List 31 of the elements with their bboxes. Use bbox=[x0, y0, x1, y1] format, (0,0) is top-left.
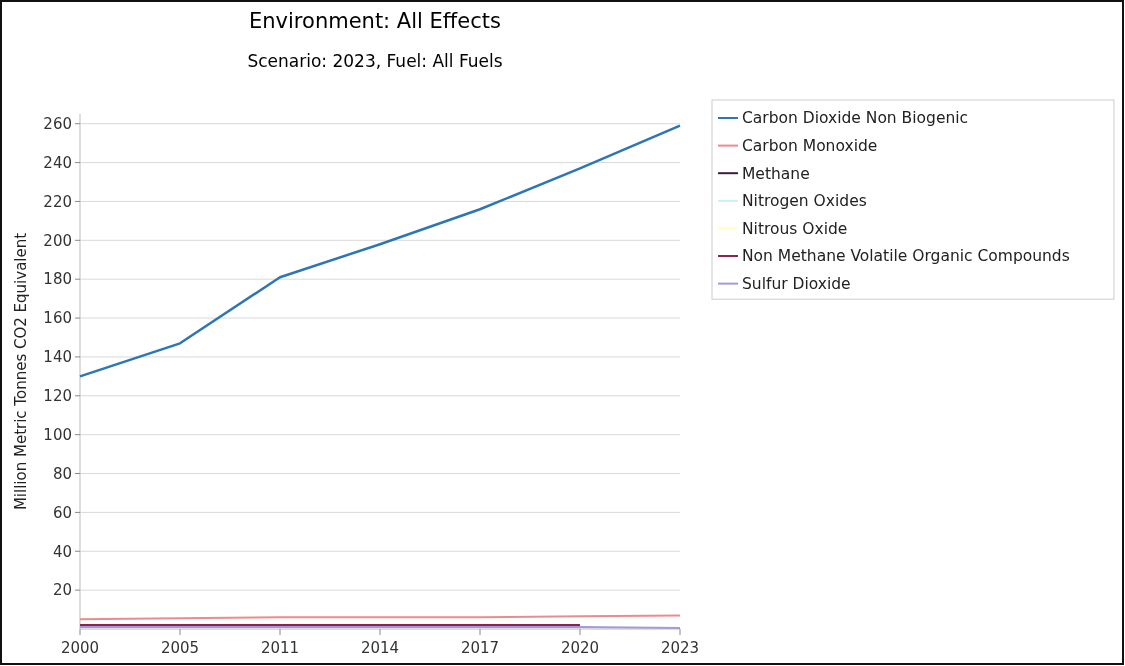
y-tick-label: 80 bbox=[52, 464, 72, 483]
line-series bbox=[78, 124, 682, 378]
y-tick-label: 200 bbox=[43, 231, 72, 250]
legend-label: Nitrogen Oxides bbox=[742, 192, 867, 211]
x-tick-label: 2005 bbox=[160, 639, 200, 657]
y-tick-label: 120 bbox=[43, 387, 72, 406]
y-tick-label: 160 bbox=[43, 309, 72, 328]
y-tick-label: 260 bbox=[43, 114, 72, 133]
y-tick-label: 60 bbox=[52, 503, 72, 522]
x-tick-label: 2020 bbox=[560, 639, 600, 657]
x-tick-label: 2011 bbox=[260, 639, 300, 657]
y-tick-label: 220 bbox=[43, 192, 72, 211]
y-tick-label: 240 bbox=[43, 153, 72, 172]
y-tick-label: 20 bbox=[52, 581, 72, 600]
legend-label: Non Methane Volatile Organic Compounds bbox=[742, 247, 1070, 266]
chart-title: Environment: All Effects bbox=[249, 9, 501, 33]
x-tick-label: 2017 bbox=[460, 639, 500, 657]
legend-label: Methane bbox=[742, 164, 810, 183]
y-axis-title: Million Metric Tonnes CO2 Equivalent bbox=[12, 232, 30, 511]
y-tick-label: 140 bbox=[43, 348, 72, 367]
x-tick-label: 2000 bbox=[60, 639, 100, 657]
x-tick-label: 2014 bbox=[360, 639, 400, 657]
legend-label: Sulfur Dioxide bbox=[742, 275, 851, 294]
legend-label: Carbon Dioxide Non Biogenic bbox=[742, 109, 969, 128]
legend-label: Nitrous Oxide bbox=[742, 219, 848, 238]
chart-subtitle: Scenario: 2023, Fuel: All Fuels bbox=[247, 51, 503, 71]
y-tick-label: 180 bbox=[43, 270, 72, 289]
y-tick-label: 100 bbox=[43, 425, 72, 444]
x-tick-label: 2023 bbox=[660, 639, 700, 657]
legend-label: Carbon Monoxide bbox=[742, 137, 878, 156]
y-tick-label: 40 bbox=[52, 542, 72, 561]
